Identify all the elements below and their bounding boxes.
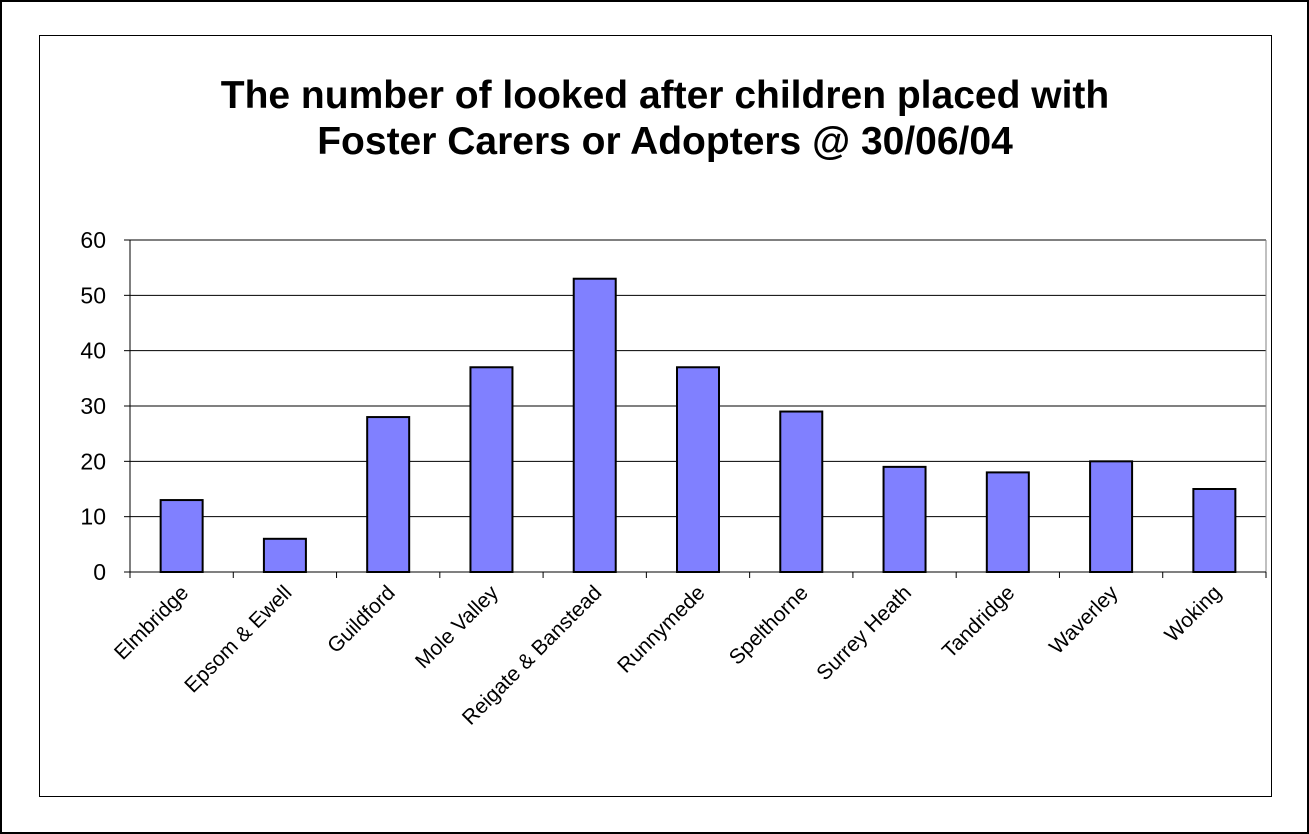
x-tick-label-waverley: Waverley (1045, 581, 1123, 659)
bar-elmbridge (159, 499, 204, 574)
chart-title-line-1: The number of looked after children plac… (221, 74, 1109, 117)
x-tick-label-woking: Woking (1160, 581, 1226, 647)
bar-surrey-heath (882, 465, 927, 573)
x-tick-label-runnymede: Runnymede (613, 581, 709, 677)
bar-mole-valley (469, 366, 514, 573)
bar-epsom-ewell (262, 537, 307, 573)
bar-reigate-banstead (572, 277, 617, 573)
bar-waverley (1089, 460, 1134, 574)
bar-woking (1192, 488, 1237, 573)
y-axis-tick-labels: 0 10 20 30 40 50 60 (80, 227, 106, 585)
y-tick-label-0: 0 (93, 559, 106, 585)
y-tick-label-30: 30 (80, 393, 106, 419)
y-tick-label-60: 60 (80, 227, 106, 253)
bar-tandridge (985, 471, 1030, 573)
chart-area (39, 35, 1272, 797)
x-tick-label-elmbridge: Elmbridge (110, 581, 193, 664)
axes (124, 239, 1267, 578)
x-tick-label-epsom-ewell: Epsom & Ewell (180, 581, 296, 697)
y-tick-label-50: 50 (80, 282, 106, 308)
y-tick-label-20: 20 (80, 448, 106, 474)
x-tick-label-tandridge: Tandridge (938, 581, 1019, 662)
bar-runnymede (676, 366, 720, 573)
x-tick-label-mole-valley: Mole Valley (411, 581, 503, 673)
bars (159, 277, 1237, 574)
x-tick-label-guildford: Guildford (323, 581, 400, 658)
chart-title-line-2: Foster Carers or Adopters @ 30/06/04 (317, 120, 1013, 163)
y-tick-label-40: 40 (80, 338, 106, 364)
bar-guildford (366, 416, 411, 574)
x-tick-label-spelthorne: Spelthorne (725, 581, 813, 669)
bar-spelthorne (779, 410, 824, 573)
chart-title: The number of looked after children plac… (221, 74, 1109, 163)
y-tick-label-10: 10 (80, 504, 106, 530)
x-tick-label-surrey-heath: Surrey Heath (812, 581, 916, 685)
